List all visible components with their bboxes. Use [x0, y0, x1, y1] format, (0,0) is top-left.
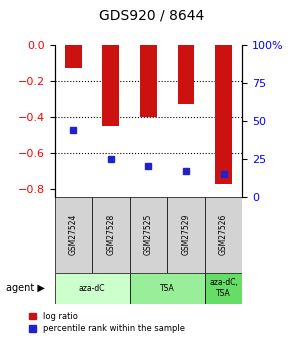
Text: TSA: TSA — [160, 284, 175, 293]
Bar — [130, 273, 205, 304]
Bar — [178, 45, 195, 105]
Bar — [205, 273, 242, 304]
Text: agent ▶: agent ▶ — [6, 283, 45, 293]
Bar — [167, 197, 205, 273]
Bar — [130, 197, 167, 273]
Text: GSM27525: GSM27525 — [144, 214, 153, 255]
Bar — [205, 197, 242, 273]
Text: aza-dC,
TSA: aza-dC, TSA — [209, 278, 238, 298]
Text: GSM27526: GSM27526 — [219, 214, 228, 255]
Bar — [55, 197, 92, 273]
Bar — [65, 45, 82, 68]
Bar — [215, 45, 232, 184]
Bar — [140, 45, 157, 117]
Text: GDS920 / 8644: GDS920 / 8644 — [99, 9, 204, 23]
Bar — [55, 273, 130, 304]
Text: aza-dC: aza-dC — [79, 284, 105, 293]
Bar — [102, 45, 119, 126]
Text: GSM27528: GSM27528 — [106, 214, 115, 255]
Text: GSM27524: GSM27524 — [69, 214, 78, 255]
Text: GSM27529: GSM27529 — [181, 214, 191, 255]
Bar — [92, 197, 130, 273]
Legend: log ratio, percentile rank within the sample: log ratio, percentile rank within the sa… — [28, 311, 185, 334]
